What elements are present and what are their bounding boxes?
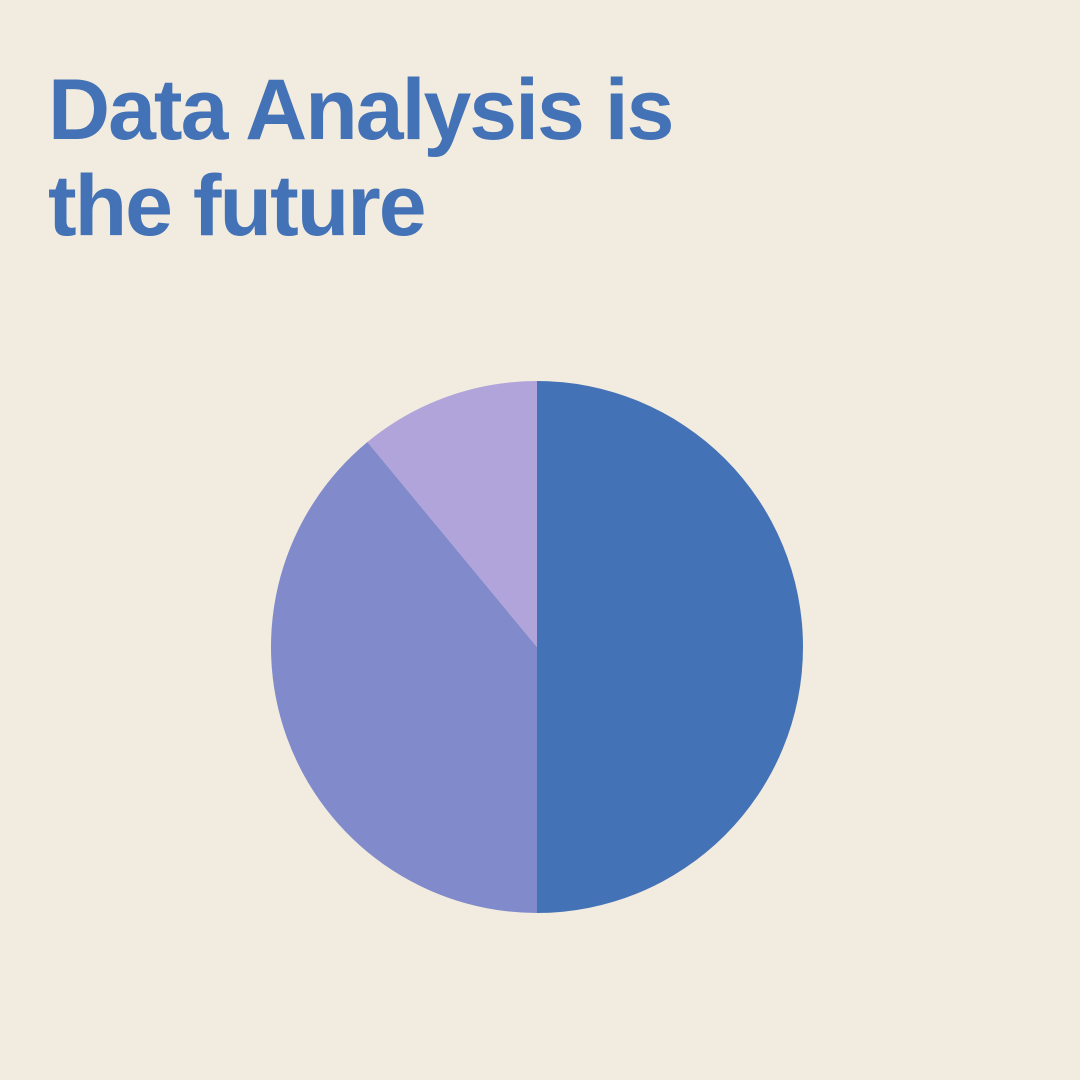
pie-slice-3 [367, 381, 537, 647]
pie-slices [271, 381, 803, 913]
pie-slice-1 [537, 381, 803, 913]
pie-slice-2 [271, 442, 537, 913]
page-title: Data Analysis is the future [48, 62, 674, 254]
